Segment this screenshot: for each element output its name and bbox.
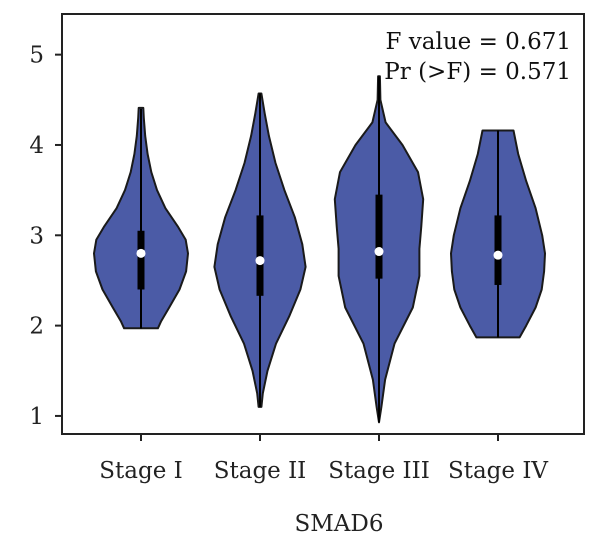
violin-stage-i — [93, 106, 189, 330]
violin-stage-iv — [450, 129, 546, 339]
median-point — [136, 248, 146, 258]
iqr-box — [375, 194, 383, 279]
x-tick-label: Stage II — [214, 458, 307, 484]
median-point — [493, 250, 503, 260]
x-tick-label: Stage IV — [448, 458, 548, 484]
f-value-annotation: F value = 0.671 — [386, 29, 572, 55]
y-tick-label: 3 — [29, 223, 44, 249]
y-tick-label: 2 — [29, 314, 44, 340]
x-axis: Stage I Stage II Stage III Stage IV — [99, 434, 548, 484]
violins — [93, 75, 546, 424]
y-tick-label: 5 — [29, 43, 44, 69]
median-point — [374, 247, 384, 257]
plot-frame — [61, 13, 585, 435]
violin-stage-ii — [213, 92, 307, 408]
p-value-annotation: Pr (>F) = 0.571 — [384, 59, 571, 85]
x-tick-label: Stage III — [328, 458, 430, 484]
median-point — [255, 256, 265, 266]
iqr-box — [494, 215, 502, 285]
violin-stage-iii — [333, 75, 425, 424]
x-axis-title: SMAD6 — [295, 511, 384, 537]
x-tick-label: Stage I — [99, 458, 182, 484]
iqr-box — [256, 215, 264, 296]
y-tick-label: 4 — [29, 133, 44, 159]
y-axis: 1 2 3 4 5 — [29, 43, 62, 430]
y-tick-label: 1 — [29, 404, 44, 430]
plot-area — [61, 13, 585, 435]
iqr-box — [137, 230, 145, 290]
